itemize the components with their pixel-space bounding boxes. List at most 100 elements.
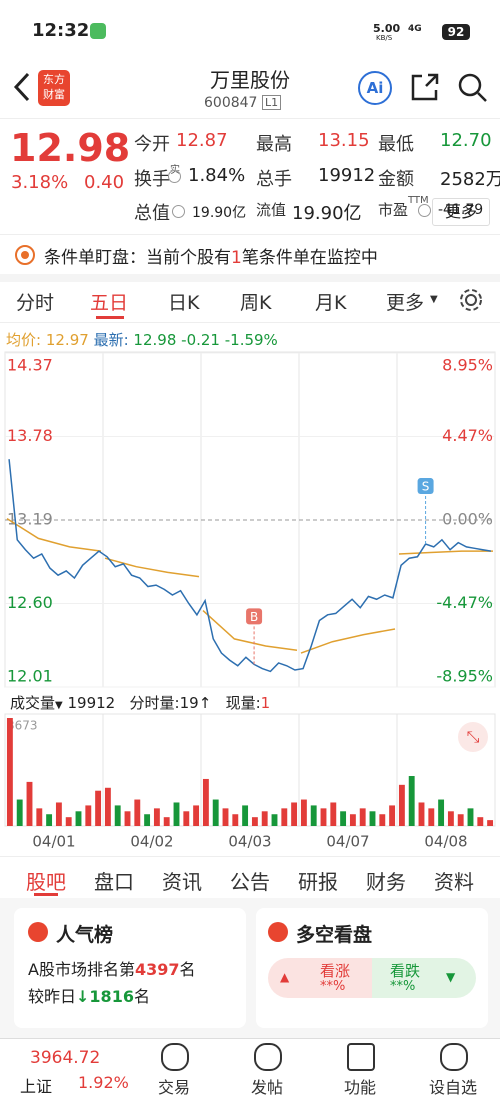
volume-bar bbox=[487, 820, 494, 826]
search-button[interactable] bbox=[457, 72, 489, 104]
bear-button[interactable]: 看跌 **% ▼ bbox=[372, 958, 476, 998]
volume-bar bbox=[379, 814, 386, 826]
subtab[interactable]: 研报 bbox=[298, 870, 338, 894]
volume-bar bbox=[349, 814, 356, 826]
chart-legend: 均价: 12.97 最新: 12.98 -0.21 -1.59% bbox=[6, 329, 278, 350]
subtab[interactable]: 盘口 bbox=[94, 870, 134, 894]
volume-bar bbox=[163, 817, 170, 826]
volume-frame bbox=[4, 713, 496, 827]
nav-label[interactable]: 设自选 bbox=[428, 1078, 477, 1097]
alert-count: 1 bbox=[231, 248, 242, 268]
rank: A股市场排名第4397名 bbox=[28, 956, 196, 980]
bull-button[interactable]: ▲ 看涨 **% bbox=[268, 958, 372, 998]
y2-tick-label: 0.00% bbox=[442, 510, 493, 529]
popular-card[interactable]: 人气榜 A股市场排名第4397名 较昨日↓1816名 bbox=[14, 908, 246, 1028]
rank-suffix: 名 bbox=[179, 960, 196, 979]
subtab-underline bbox=[34, 893, 58, 896]
sentiment-card[interactable]: 多空看盘 ▲ 看涨 **% 看跌 **% ▼ bbox=[256, 908, 488, 1028]
volume-bar bbox=[447, 811, 454, 826]
price: 12.98 bbox=[10, 126, 131, 170]
delta-prefix: 较昨日 bbox=[28, 987, 77, 1006]
volume-bar bbox=[281, 808, 288, 826]
y-tick-label: 13.78 bbox=[7, 426, 53, 445]
volume-bar bbox=[85, 805, 92, 826]
nav-icon[interactable] bbox=[254, 1043, 282, 1071]
delta-suffix: 名 bbox=[133, 987, 150, 1006]
field-value: 2582万 bbox=[440, 169, 500, 190]
alert-icon bbox=[15, 245, 35, 265]
tab[interactable]: 周K bbox=[240, 292, 272, 314]
divider bbox=[0, 856, 500, 857]
settings-button[interactable] bbox=[458, 287, 484, 313]
nav-icon[interactable] bbox=[161, 1043, 189, 1071]
tab[interactable]: 日K bbox=[168, 292, 200, 314]
tab[interactable]: 五日 bbox=[90, 292, 129, 314]
network: 4G bbox=[408, 24, 422, 34]
volume-bar bbox=[408, 776, 415, 826]
volume-bar bbox=[320, 808, 327, 826]
info-icon bbox=[172, 205, 185, 218]
nav-label[interactable]: 交易 bbox=[157, 1078, 190, 1097]
volume-bar bbox=[330, 802, 337, 826]
ai-button[interactable]: Ai bbox=[358, 71, 392, 105]
battery: 92 bbox=[442, 24, 470, 40]
field-sup: TTM bbox=[408, 195, 429, 206]
sentiment-icon bbox=[268, 922, 288, 942]
app-icon bbox=[90, 23, 106, 39]
index-pct[interactable]: 1.92% bbox=[78, 1073, 129, 1092]
nav-label[interactable]: 功能 bbox=[343, 1078, 376, 1097]
field-label: 换手 bbox=[134, 169, 170, 190]
volume-legend: 成交量▼ 19912 分时量:19↑ 现量:1 bbox=[10, 694, 271, 712]
tab[interactable]: 月K bbox=[315, 292, 347, 314]
tab[interactable]: 分时 bbox=[16, 292, 55, 314]
back-button[interactable] bbox=[10, 70, 34, 104]
alert-text[interactable]: 条件单盯盘：当前个股有1笔条件单在监控中 bbox=[44, 243, 378, 268]
volume-bar bbox=[291, 802, 298, 826]
subtab[interactable]: 财务 bbox=[366, 870, 406, 894]
share-button[interactable] bbox=[410, 72, 440, 102]
bull-value: **% bbox=[320, 979, 346, 994]
delta-value: 1816 bbox=[89, 987, 134, 1006]
volume-bar bbox=[144, 814, 151, 826]
y-tick-label: 13.19 bbox=[7, 510, 53, 529]
field-label: 市盈 bbox=[378, 201, 409, 219]
field-value: 19912 bbox=[318, 165, 376, 186]
nav-icon[interactable] bbox=[347, 1043, 375, 1071]
subtab[interactable]: 资讯 bbox=[162, 870, 202, 894]
volume-bar bbox=[212, 799, 219, 826]
volume-bar bbox=[300, 799, 307, 826]
nav-label[interactable]: 发帖 bbox=[250, 1078, 283, 1097]
logo-text: 财富 bbox=[43, 88, 65, 101]
field-label: 今开 bbox=[134, 134, 170, 155]
trade-marker bbox=[246, 608, 263, 625]
avg-line bbox=[104, 557, 200, 578]
subtab[interactable]: 资料 bbox=[434, 870, 474, 894]
info-icon bbox=[418, 204, 431, 217]
volume-bar bbox=[222, 808, 229, 826]
nav-icon[interactable] bbox=[440, 1043, 468, 1071]
more-button[interactable]: 更多 bbox=[432, 198, 490, 226]
index-value[interactable]: 3964.72 bbox=[30, 1048, 101, 1068]
avg-line bbox=[300, 628, 396, 654]
volume-bar bbox=[428, 808, 435, 826]
subtab[interactable]: 股吧 bbox=[26, 870, 66, 894]
spacer bbox=[0, 274, 500, 282]
index-name[interactable]: 上证 bbox=[20, 1077, 53, 1096]
net-unit: KB/S bbox=[376, 34, 393, 42]
tab[interactable]: 更多 bbox=[386, 292, 425, 314]
change-pct: 3.18% bbox=[11, 172, 69, 193]
volume-bar bbox=[183, 811, 190, 826]
stock-code: 600847 bbox=[204, 95, 258, 111]
expand-button[interactable]: ⤡ bbox=[458, 722, 488, 752]
subtab[interactable]: 公告 bbox=[230, 870, 270, 894]
volume-bar bbox=[134, 799, 141, 826]
volume-bar bbox=[26, 781, 33, 826]
volume-bar bbox=[16, 799, 23, 826]
field-value: 19.90亿 bbox=[192, 205, 247, 221]
divider bbox=[0, 234, 500, 235]
volume-bar bbox=[6, 718, 13, 826]
trade-marker-label: B bbox=[250, 610, 258, 624]
volume-bar bbox=[36, 808, 43, 826]
x-tick-label: 04/01 bbox=[32, 833, 75, 851]
x-tick-label: 04/07 bbox=[326, 833, 369, 851]
